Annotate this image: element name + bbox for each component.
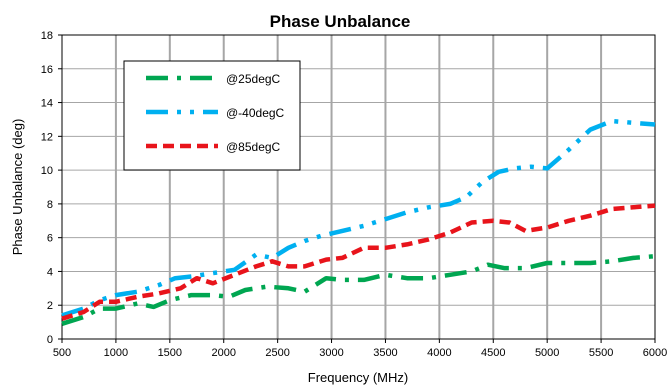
legend: @25degC @-40degC @85degC [123, 60, 301, 171]
x-tick-label: 500 [53, 347, 71, 359]
plot-area-border [61, 34, 656, 340]
x-axis-label: Frequency (MHz) [308, 370, 408, 385]
x-tick-label: 4500 [481, 347, 505, 359]
y-axis-label: Phase Unbalance (deg) [10, 119, 25, 256]
x-tick-label: 6000 [643, 347, 667, 359]
y-axis-ticks: 0 2 4 6 8 10 12 14 16 18 [41, 30, 62, 346]
y-tick-label: 10 [41, 165, 53, 177]
x-tick-label: 1500 [158, 347, 182, 359]
y-tick-label: 12 [41, 131, 53, 143]
series-line-85degc [61, 203, 656, 321]
x-tick-label: 3500 [373, 347, 397, 359]
x-tick-label: 4000 [427, 347, 451, 359]
x-tick-label: 5000 [535, 347, 559, 359]
x-axis-ticks: 500 1000 1500 2000 2500 3000 3500 4000 4500 5000 5… [53, 339, 667, 359]
series-line-40degc [61, 118, 656, 318]
y-tick-label: 14 [41, 98, 53, 110]
y-tick-label: 18 [41, 30, 53, 42]
y-tick-label: 4 [47, 266, 53, 278]
x-tick-label: 1000 [104, 347, 128, 359]
y-tick-label: 16 [41, 64, 53, 76]
legend-label-25degc: @25degC [226, 72, 281, 86]
x-tick-label: 2500 [265, 347, 289, 359]
x-tick-label: 2000 [211, 347, 235, 359]
x-tick-label: 5500 [589, 347, 613, 359]
series-layer [61, 118, 656, 326]
legend-label-40degc: @-40degC [226, 106, 285, 120]
legend-label-85degc: @85degC [226, 140, 281, 154]
y-tick-label: 6 [47, 233, 53, 245]
x-tick-label: 3000 [319, 347, 343, 359]
y-tick-label: 0 [47, 334, 53, 346]
y-tick-label: 2 [47, 300, 53, 312]
series-line-25degc [61, 253, 656, 326]
chart-title: Phase Unbalance [270, 12, 411, 31]
y-tick-label: 8 [47, 199, 53, 211]
